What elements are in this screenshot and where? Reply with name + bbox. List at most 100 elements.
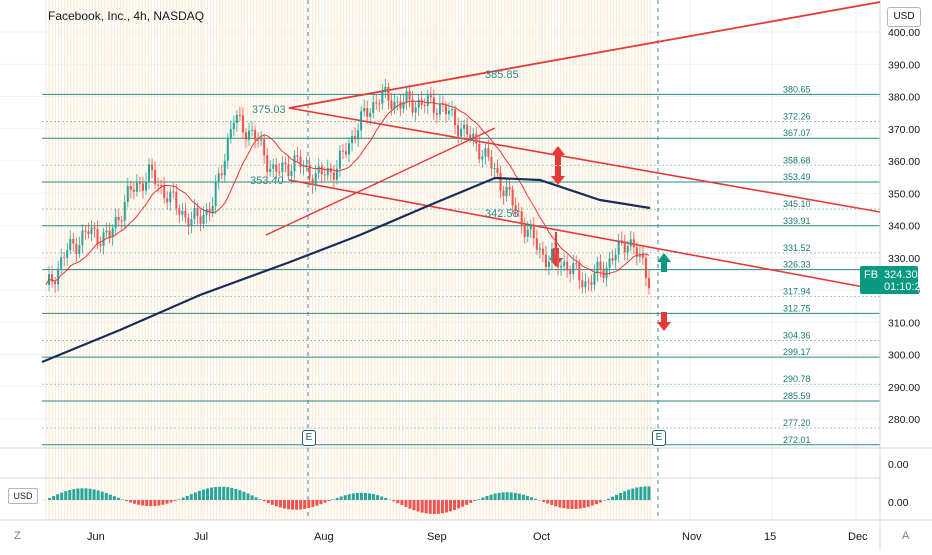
candle-body (484, 148, 486, 156)
candle-body (427, 95, 429, 105)
candle-body (106, 231, 108, 233)
indicator-bar (137, 500, 140, 505)
currency-button[interactable]: USD (887, 7, 921, 27)
candle-body (63, 257, 65, 258)
indicator-bar (336, 498, 339, 500)
indicator-bar (267, 500, 270, 503)
indicator-bar (170, 500, 173, 502)
indicator-bar (161, 500, 164, 505)
indicator-bar (307, 500, 310, 508)
earnings-marker-aug[interactable]: E (302, 430, 316, 446)
candle-body (542, 249, 544, 255)
candle-body (312, 179, 314, 185)
last-price-badge: FB 324.30 01:10:27 (860, 266, 918, 294)
candle-body (539, 249, 541, 250)
indicator-bar (194, 492, 197, 500)
indicator-bar (255, 497, 258, 500)
price-annotation: 342.58 (485, 208, 519, 220)
candle-body (551, 249, 553, 262)
price-annotation: 353.40 (250, 175, 284, 187)
level-label: 331.52 (783, 243, 811, 253)
indicator-bar (481, 498, 484, 500)
candle-body (578, 263, 580, 280)
indicator-bar (494, 494, 497, 500)
level-label: 277.20 (783, 418, 811, 428)
indicator-bar (234, 489, 237, 500)
candle-body (193, 208, 195, 219)
candle-body (269, 169, 271, 172)
indicator-bar (222, 487, 225, 500)
auto-scale-button[interactable]: A (902, 530, 909, 542)
level-label: 312.75 (783, 303, 811, 313)
indicator-bar (93, 489, 96, 500)
candle-body (575, 263, 577, 264)
indicator-bar (514, 493, 517, 500)
candle-body (230, 129, 232, 138)
indicator-bar (352, 493, 355, 500)
candle-body (181, 211, 183, 215)
candle-body (345, 151, 347, 154)
indicator-bar (526, 496, 529, 500)
candle-body (145, 181, 147, 190)
candle-body (612, 258, 614, 260)
candle-body (84, 231, 86, 232)
indicator-bar (518, 494, 521, 500)
candle-body (545, 255, 547, 267)
indicator-bar (611, 497, 614, 500)
candle-body (197, 208, 199, 216)
candle-body (118, 217, 120, 220)
candle-body (530, 224, 532, 229)
indicator-bar (141, 500, 144, 506)
candle-body (342, 151, 344, 152)
indicator-bar (133, 500, 136, 504)
candle-body (351, 136, 353, 143)
indicator-bar (206, 488, 209, 500)
indicator-bar (562, 500, 565, 508)
y-tick-label: 290.00 (888, 382, 920, 394)
earnings-marker-oct[interactable]: E (652, 430, 666, 446)
candle-body (478, 144, 480, 160)
candle-body (72, 239, 74, 244)
indicator-bar (396, 500, 399, 503)
level-label: 345.10 (783, 199, 811, 209)
candle-body (136, 183, 138, 192)
level-label: 372.26 (783, 111, 811, 121)
candle-body (154, 170, 156, 184)
candle-body (454, 109, 456, 125)
candle-body (557, 254, 559, 267)
candle-body (57, 269, 59, 285)
candle-body (348, 143, 350, 154)
indicator-currency-button[interactable]: USD (8, 488, 38, 504)
indicator-bar (445, 500, 448, 512)
indicator-bar (579, 500, 582, 509)
indicator-bar (340, 497, 343, 500)
zoom-toggle-button[interactable]: Z (14, 530, 21, 542)
indicator-bar (542, 500, 545, 502)
symbol-label: FB (864, 269, 878, 281)
candle-body (430, 95, 432, 97)
candle-body (363, 108, 365, 112)
candle-body (633, 239, 635, 247)
candle-body (409, 91, 411, 99)
level-label: 380.65 (783, 84, 811, 94)
indicator-bar (68, 490, 71, 500)
candle-body (190, 219, 192, 226)
indicator-bar (558, 500, 561, 507)
candle-body (266, 155, 268, 172)
candle-body (278, 172, 280, 173)
candle-body (112, 228, 114, 237)
indicator-bar (149, 500, 152, 506)
candle-body (160, 185, 162, 186)
level-label: 339.91 (783, 216, 811, 226)
indicator-bar (631, 488, 634, 500)
candle-body (206, 209, 208, 215)
y-tick-label: 310.00 (888, 317, 920, 329)
candle-body (581, 280, 583, 287)
candle-body (130, 186, 132, 190)
y-tick-label: 360.00 (888, 156, 920, 168)
candle-body (512, 190, 514, 206)
candle-body (263, 139, 265, 155)
candle-body (142, 183, 144, 190)
x-tick-label: Jul (194, 531, 208, 543)
